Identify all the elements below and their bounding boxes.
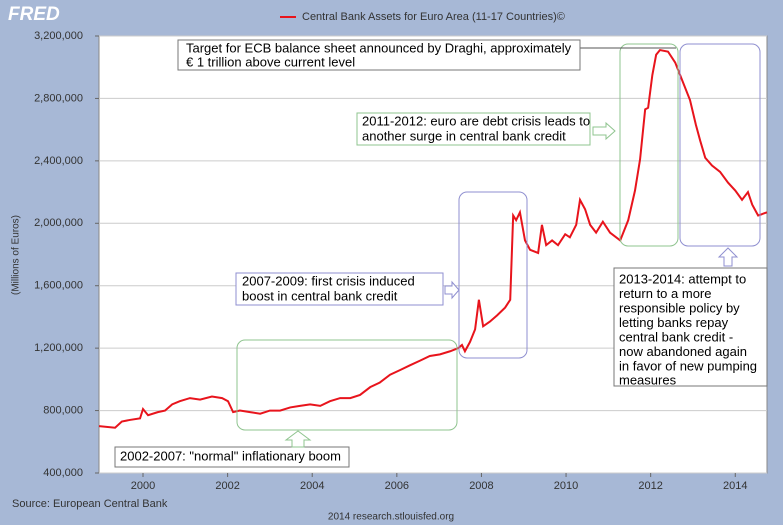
x-tick-label: 2008 (469, 480, 493, 492)
x-tick-label: 2010 (554, 480, 578, 492)
annotation-box (177, 39, 581, 71)
y-tick-label: 400,000 (43, 467, 83, 479)
annotation-box (356, 112, 591, 146)
y-tick-label: 1,200,000 (34, 342, 83, 354)
x-tick-label: 2006 (385, 480, 409, 492)
annotation-text: another surge in central bank credit (362, 128, 566, 143)
annotation-text: measures (619, 372, 677, 387)
grid (99, 35, 767, 474)
plot-area (98, 35, 768, 474)
annotation-box (613, 267, 768, 387)
annotation-text: € 1 trillion above current level (186, 54, 355, 69)
highlight-box (679, 43, 761, 247)
logo: FRED (8, 4, 60, 25)
annotation-text: central bank credit - (619, 329, 733, 344)
annotation-text: responsible policy by (619, 300, 740, 315)
series-layer (98, 48, 768, 429)
legend-label: Central Bank Assets for Euro Area (11-17… (302, 11, 565, 23)
annotation-text: 2011-2012: euro are debt crisis leads to (362, 113, 590, 128)
y-tick-label: 1,600,000 (34, 280, 83, 292)
highlight-box (619, 43, 679, 247)
arrow (717, 247, 739, 267)
annotation-box (235, 272, 444, 306)
annotation-box (114, 446, 350, 468)
source: Source: European Central Bank (12, 498, 168, 510)
annotation-text: in favor of new pumping (619, 358, 757, 373)
annotation-text: 2013-2014: attempt to (619, 271, 746, 286)
annotation-text: now abandoned again (619, 344, 747, 359)
y-tick-label: 2,000,000 (34, 217, 83, 229)
y-tick-label: 3,200,000 (34, 30, 83, 42)
annotation-text: 2007-2009: first crisis induced (242, 273, 415, 288)
series-line (98, 48, 768, 429)
arrow (592, 121, 616, 141)
highlight-box (458, 191, 528, 359)
annotation-text: return to a more (619, 286, 712, 301)
x-tick-label: 2014 (723, 480, 747, 492)
arrow (284, 430, 312, 448)
annotation-text: boost in central bank credit (242, 288, 398, 303)
x-tick-label: 2012 (638, 480, 662, 492)
y-axis-label: (Millions of Euros) (11, 215, 22, 295)
highlight-box (236, 339, 458, 431)
x-tick-label: 2000 (131, 480, 155, 492)
y-tick-label: 800,000 (43, 404, 83, 416)
x-tick-label: 2004 (300, 480, 324, 492)
footer: 2014 research.stlouisfed.org (328, 512, 454, 523)
y-tick-label: 2,800,000 (34, 92, 83, 104)
annotation-text: letting banks repay (619, 315, 729, 330)
y-tick-label: 2,400,000 (34, 155, 83, 167)
annotation-text: Target for ECB balance sheet announced b… (186, 40, 572, 55)
arrow (444, 280, 460, 300)
x-tick-label: 2002 (215, 480, 239, 492)
annotation-text: 2002-2007: "normal" inflationary boom (120, 448, 341, 463)
